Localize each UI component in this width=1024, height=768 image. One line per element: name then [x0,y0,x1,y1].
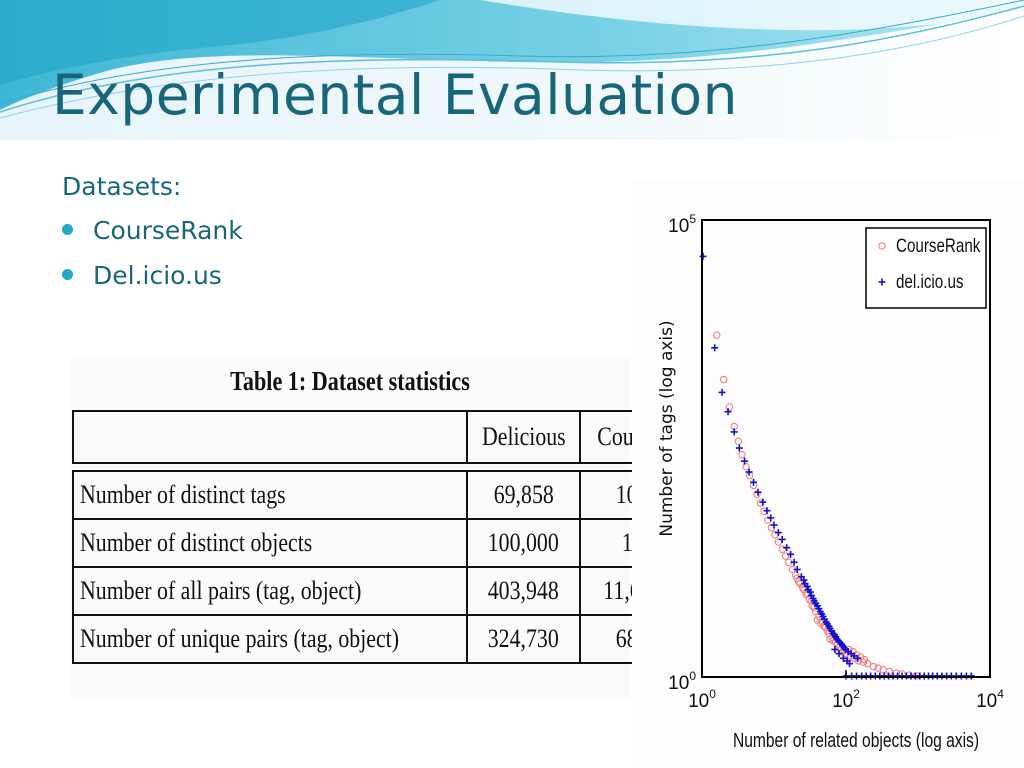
courserank-data-point [742,462,750,471]
dataset-list: CourseRank Del.icio.us [62,214,243,293]
delicious-data-point [787,550,795,558]
delicious-data-point [790,558,798,566]
delicious-data-point [835,650,843,658]
slide-title: Experimental Evaluation [52,63,738,127]
delicious-data-point [809,595,817,603]
delicious-data-point [759,498,767,506]
courserank-data-point [781,552,790,560]
dataset-list-item: CourseRank [62,214,243,248]
table-double-rule [73,462,723,472]
delicious-data-point [826,624,834,632]
delicious-data-point [741,457,749,465]
row-label-cell: Number of distinct objects [72,518,468,568]
table-header-cell [72,410,468,464]
delicious-data-point [831,645,839,653]
delicious-data-point [793,566,801,574]
delicious-data-point [840,644,848,652]
dataset-name: Del.icio.us [93,261,222,290]
delicious-data-point [724,408,732,416]
points-layer [699,252,975,680]
bullet-dot-icon [62,269,73,280]
x-tick-label: 102 [832,687,860,712]
delicious-data-point [806,588,814,596]
scatter-plot: 100 102 104 100 105 Number of related object… [657,212,1004,751]
delicious-data-point [745,468,753,476]
chart-legend: CourseRank del.icio.us [865,227,987,309]
delicious-data-point [823,620,831,628]
delicious-data-point [820,615,828,623]
y-tick-label: 100 [668,669,696,694]
delicious-value-cell: 100,000 [465,518,582,568]
title-banner-decoration [0,0,1024,140]
courserank-data-point [725,403,734,411]
row-label-cell: Number of all pairs (tag, object) [72,566,468,616]
y-axis-label: Number of tags (log axis) [657,320,677,536]
dataset-list-item: Del.icio.us [62,259,243,293]
courserank-data-point [756,499,765,507]
ticks-layer: 100 102 104 100 105 [668,212,1004,712]
courserank-data-point [738,451,746,459]
delicious-data-point [783,544,791,552]
legend-delicious-marker-icon [878,278,886,286]
delicious-data-point [812,599,820,607]
row-label-cell: Number of distinct tags [72,470,468,520]
delicious-data-point [778,535,786,543]
courserank-data-point [802,590,810,599]
table-row: Number of distinct objects 100,000 18,39… [72,518,724,568]
courserank-data-point [719,375,728,384]
table-row: Number of unique pairs (tag, object) 324… [72,614,724,664]
table-header-row: Delicious CourseRank [72,410,724,464]
delicious-value-cell: 69,858 [465,470,582,520]
table-row: Number of all pairs (tag, object) 403,94… [72,566,724,616]
delicious-data-point [832,633,840,641]
delicious-data-point [854,654,862,662]
delicious-data-point [800,576,808,584]
courserank-data-point [860,655,869,664]
delicious-data-point [815,605,823,613]
courserank-data-point [794,578,803,586]
y-tick-label: 105 [668,212,696,237]
delicious-data-point [774,529,782,537]
row-label-cell: Number of unique pairs (tag, object) [72,614,468,664]
delicious-data-point [839,654,847,662]
delicious-data-point [818,610,826,618]
dataset-statistics-figure: Table 1: Dataset statistics Delicious Co… [70,358,724,698]
dataset-statistics-table: Delicious CourseRank Number of distinct … [72,410,724,664]
table-caption: Table 1: Dataset statistics [230,366,470,396]
legend-entry-label: CourseRank [896,234,981,256]
delicious-data-point [846,660,854,668]
slide-body: Datasets: CourseRank Del.icio.us [62,170,243,304]
courserank-data-point [712,331,721,339]
courserank-data-point [753,490,761,498]
delicious-data-point [770,521,778,529]
courserank-data-point [869,662,878,671]
x-axis-label: Number of related objects (log axis) [733,729,979,751]
legend-box [865,227,987,309]
table-header-cell: Delicious [465,410,582,464]
delicious-data-point [803,582,811,590]
legend-entry-label: del.icio.us [896,270,964,292]
legend-courserank-marker-icon [878,242,886,250]
dataset-name: CourseRank [93,216,243,245]
delicious-value-cell: 324,730 [465,614,582,664]
delicious-data-point [730,428,738,436]
table-row: Number of distinct tags 69,858 107,530 [72,470,724,520]
delicious-data-point [837,640,845,648]
x-tick-label: 104 [976,687,1004,712]
x-tick-label: 100 [688,687,716,712]
courserank-data-point [734,437,743,445]
tag-distribution-chart: 100 102 104 100 105 Number of related object… [632,180,1024,768]
delicious-data-point [711,344,719,352]
datasets-label: Datasets: [62,172,182,201]
delicious-data-point [750,478,758,486]
delicious-data-point [754,488,762,496]
courserank-data-point [874,664,882,672]
delicious-data-point [718,388,726,396]
bullet-dot-icon [62,224,73,235]
courserank-data-point [778,545,786,553]
delicious-value-cell: 403,948 [465,566,582,616]
delicious-data-point [767,514,775,522]
delicious-data-point [763,507,771,515]
delicious-data-point [735,444,743,452]
